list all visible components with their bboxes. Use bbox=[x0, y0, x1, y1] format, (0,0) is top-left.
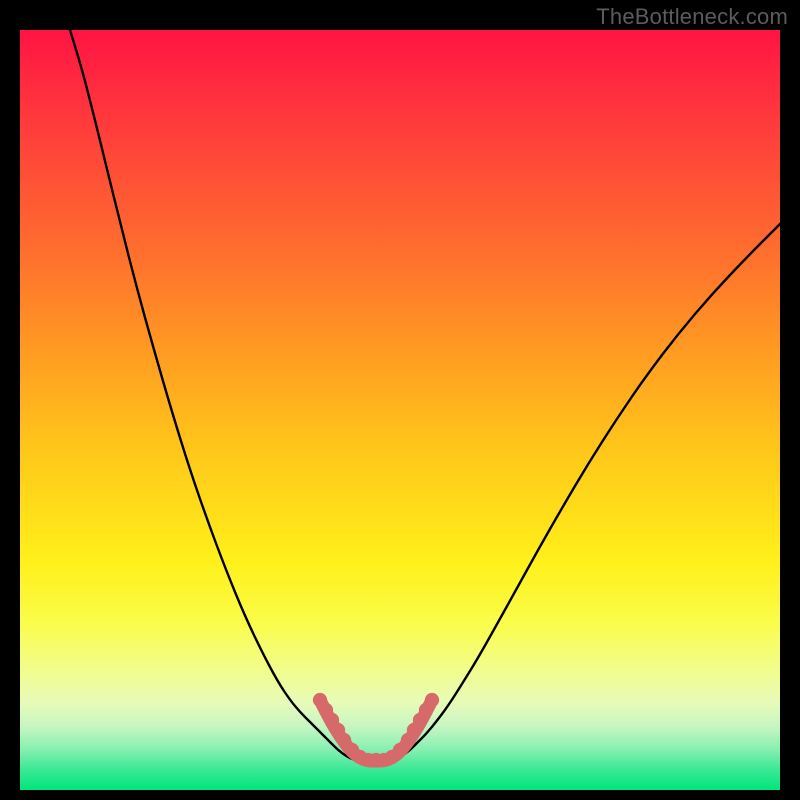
watermark-text: TheBottleneck.com bbox=[596, 4, 788, 30]
marker-dot bbox=[425, 693, 439, 707]
chart-svg bbox=[0, 0, 800, 800]
chart-stage: TheBottleneck.com bbox=[0, 0, 800, 800]
gradient-background bbox=[20, 30, 780, 790]
